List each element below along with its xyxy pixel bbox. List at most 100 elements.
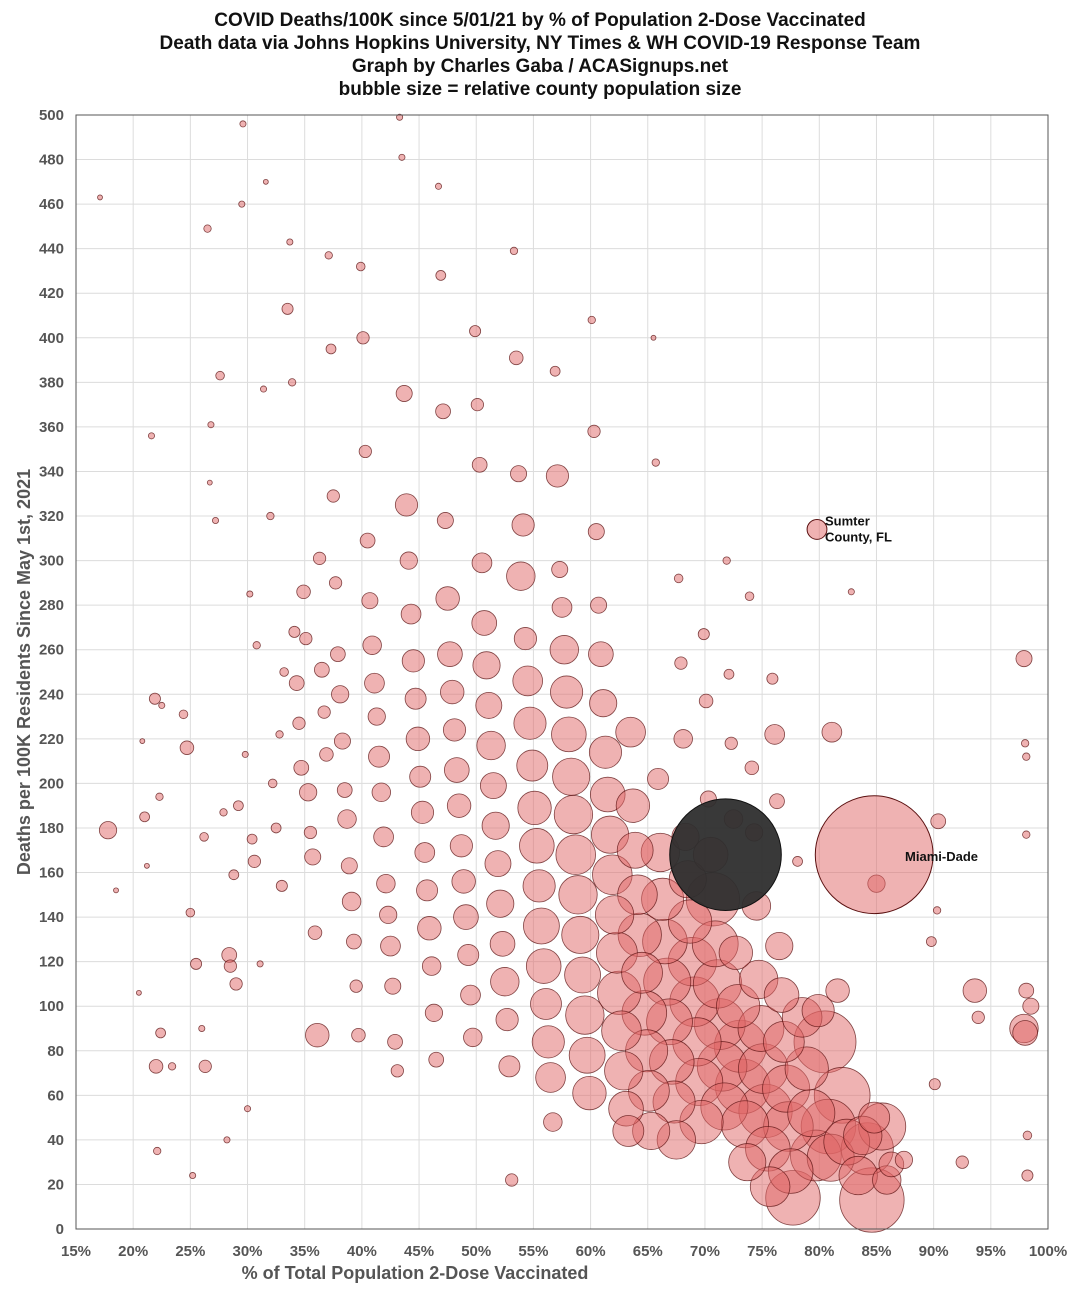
data-bubble — [333, 732, 351, 750]
y-tick-label: 300 — [39, 553, 64, 570]
x-tick-label: 40% — [347, 1243, 377, 1260]
data-bubble — [396, 113, 404, 121]
data-bubble — [437, 641, 463, 667]
x-axis-title: % of Total Population 2-Dose Vaccinated — [242, 1263, 589, 1283]
data-bubble — [1022, 830, 1031, 839]
data-bubble — [558, 875, 598, 915]
data-bubble — [551, 561, 569, 578]
data-bubble — [179, 740, 195, 755]
data-bubble — [615, 716, 646, 748]
data-bubble — [405, 726, 431, 752]
data-bubble — [543, 1112, 563, 1132]
y-tick-label: 220 — [39, 731, 64, 748]
data-bubble — [551, 597, 573, 618]
data-bubble — [238, 200, 246, 208]
data-bubble — [476, 730, 506, 761]
data-bubble — [561, 915, 600, 954]
y-tick-label: 280 — [39, 597, 64, 614]
data-bubble — [207, 421, 215, 429]
data-bubble — [410, 800, 435, 824]
x-tick-label: 75% — [747, 1243, 777, 1260]
data-bubble — [299, 631, 313, 646]
x-tick-label: 80% — [804, 1243, 834, 1260]
data-bubble — [299, 783, 318, 802]
plot-frame — [75, 114, 1049, 1230]
data-bubble — [148, 692, 161, 705]
annotation-label: Miami-Dade — [905, 849, 978, 864]
data-bubble — [572, 1075, 607, 1111]
data-bubble — [233, 800, 244, 812]
data-bubble — [246, 590, 254, 598]
data-bubble — [449, 834, 473, 858]
data-bubble — [587, 424, 601, 438]
data-bubble — [401, 649, 425, 673]
y-tick-label: 140 — [39, 909, 64, 926]
annotation-label: County, FL — [825, 529, 892, 544]
data-bubble — [356, 331, 370, 345]
x-tick-label: 15% — [61, 1243, 91, 1260]
data-bubble — [246, 833, 258, 845]
data-bubble — [498, 1055, 521, 1078]
data-bubble — [435, 586, 460, 611]
data-bubble — [362, 635, 382, 655]
data-bubble — [535, 1062, 566, 1093]
y-tick-label: 60 — [47, 1087, 64, 1104]
data-bubble — [847, 588, 855, 596]
data-bubble — [443, 757, 470, 783]
data-bubble — [275, 730, 284, 739]
data-bubble — [612, 1115, 645, 1147]
data-bubble — [326, 489, 340, 503]
data-bubble — [288, 675, 305, 691]
data-bubble — [588, 641, 614, 667]
data-bubble — [435, 270, 447, 281]
data-bubble — [463, 1027, 483, 1048]
data-bubble — [928, 1078, 941, 1091]
data-bubble — [203, 224, 212, 233]
data-bubble — [379, 905, 398, 924]
data-bubble — [587, 315, 596, 325]
data-bubble — [190, 957, 203, 970]
data-bubble — [962, 978, 987, 1003]
data-bubble — [367, 707, 386, 726]
data-bubble — [724, 736, 738, 750]
annotated-bubble — [806, 518, 828, 540]
annotated-bubble — [814, 795, 934, 915]
data-bubble — [513, 627, 537, 651]
data-bubble — [390, 1064, 404, 1078]
data-bubble — [932, 906, 942, 915]
title-line-2: Death data via Johns Hopkins University,… — [160, 33, 921, 54]
data-bubble — [147, 432, 155, 440]
data-bubble — [368, 745, 390, 768]
highlight-bubbles — [669, 518, 934, 915]
data-bubble — [469, 325, 482, 338]
data-bubble — [239, 120, 247, 128]
data-bubble — [442, 718, 467, 742]
data-bubble — [763, 977, 800, 1013]
data-bubble — [359, 532, 376, 549]
data-bubble — [292, 716, 306, 730]
data-bubble — [380, 935, 401, 957]
data-bubble — [588, 735, 622, 769]
data-bubble — [256, 960, 264, 968]
y-tick-label: 0 — [56, 1221, 64, 1238]
data-bubble — [650, 334, 657, 341]
y-tick-label: 80 — [47, 1043, 64, 1060]
data-bubble — [601, 1010, 642, 1051]
data-bubble — [286, 238, 294, 246]
data-bubble — [525, 948, 562, 984]
data-bubble — [471, 456, 488, 473]
data-bubble — [509, 350, 524, 366]
data-bubble — [198, 1024, 206, 1032]
data-bubble — [510, 465, 528, 483]
y-tick-label: 380 — [39, 374, 64, 391]
data-bubble — [395, 385, 413, 402]
data-bubble — [1015, 650, 1033, 668]
y-tick-label: 160 — [39, 865, 64, 882]
data-bubble — [212, 516, 220, 524]
data-bubble — [509, 246, 519, 256]
data-bubble — [479, 772, 507, 800]
data-bubble — [489, 931, 516, 957]
data-bubble — [766, 672, 779, 685]
data-bubble — [421, 956, 442, 976]
data-bubble — [371, 782, 392, 803]
